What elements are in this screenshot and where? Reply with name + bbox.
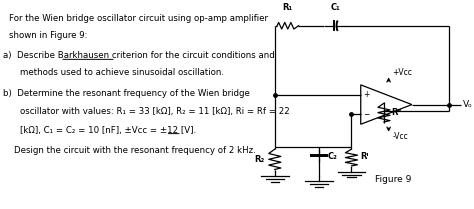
Text: shown in Figure 9:: shown in Figure 9:: [9, 31, 88, 40]
Text: C₂: C₂: [327, 152, 337, 161]
Text: a)  Describe Barkhausen criterion for the circuit conditions and: a) Describe Barkhausen criterion for the…: [3, 51, 275, 60]
Text: methods used to achieve sinusoidal oscillation.: methods used to achieve sinusoidal oscil…: [9, 68, 224, 77]
Text: oscillator with values: R₁ = 33 [kΩ], R₂ = 11 [kΩ], Ri = Rf = 22: oscillator with values: R₁ = 33 [kΩ], R₂…: [9, 107, 290, 116]
Text: +Vcc: +Vcc: [392, 68, 412, 77]
Text: -Vcc: -Vcc: [392, 132, 408, 141]
Text: R₂: R₂: [255, 154, 264, 163]
Text: Rᴿ: Rᴿ: [391, 108, 401, 117]
Text: −: −: [363, 110, 370, 119]
Text: Figure 9: Figure 9: [375, 175, 411, 185]
Text: +: +: [363, 90, 370, 99]
Text: R₁: R₁: [283, 3, 293, 12]
Text: Rᴵ: Rᴵ: [360, 152, 368, 162]
Text: For the Wien bridge oscillator circuit using op-amp amplifier: For the Wien bridge oscillator circuit u…: [9, 14, 268, 23]
Text: Vₒ: Vₒ: [463, 100, 473, 109]
Text: Design the circuit with the resonant frequency of 2 kHz.: Design the circuit with the resonant fre…: [3, 146, 256, 155]
Text: b)  Determine the resonant frequency of the Wien bridge: b) Determine the resonant frequency of t…: [3, 89, 250, 98]
Text: [kΩ], C₁ = C₂ = 10 [nF], ±Vcc = ±12 [V].: [kΩ], C₁ = C₂ = 10 [nF], ±Vcc = ±12 [V].: [9, 126, 196, 135]
Text: C₁: C₁: [330, 3, 340, 12]
